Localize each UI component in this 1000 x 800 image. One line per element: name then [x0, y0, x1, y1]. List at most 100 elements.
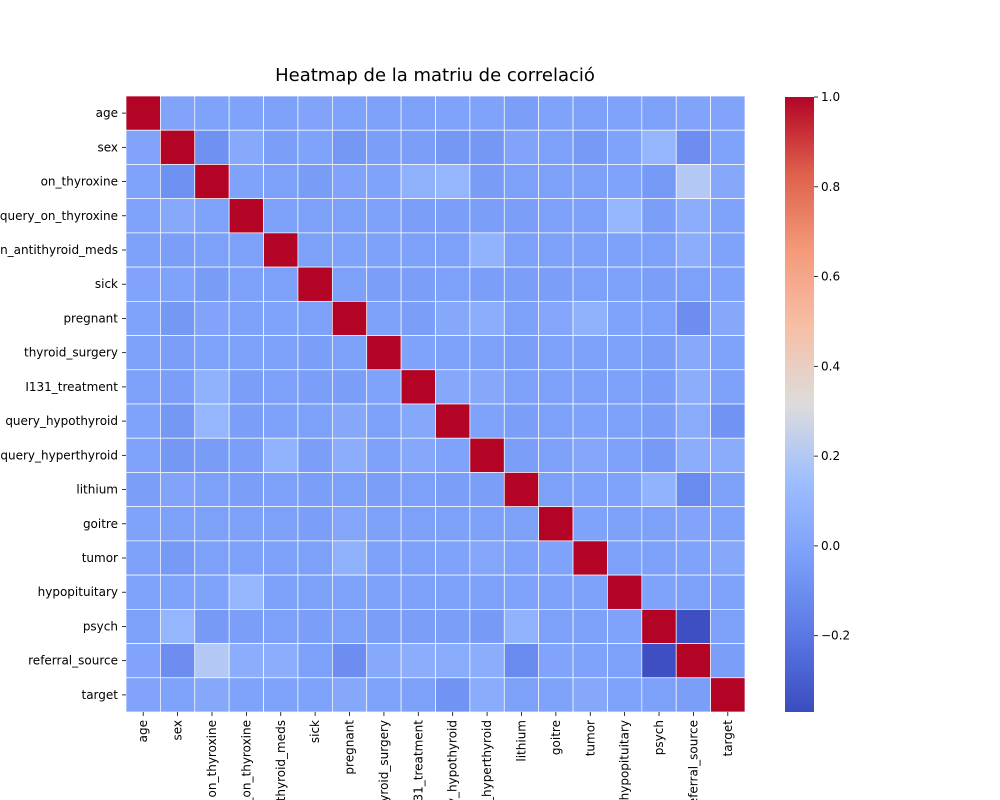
- heatmap-cell: [469, 266, 505, 302]
- heatmap-cell: [331, 677, 368, 713]
- heatmap-cell: [675, 129, 711, 165]
- heatmap-cell: [400, 472, 436, 508]
- heatmap-cell: [469, 403, 505, 439]
- heatmap-cell: [263, 266, 299, 302]
- heatmap-cell: [263, 643, 299, 679]
- colorbar-tick-label: 0.4: [821, 359, 840, 373]
- heatmap-cell: [160, 506, 196, 542]
- heatmap-cell: [400, 266, 436, 302]
- heatmap-cell: [469, 472, 505, 508]
- heatmap-cell: [366, 266, 402, 302]
- heatmap-cell: [263, 129, 299, 165]
- heatmap-cell: [641, 506, 677, 542]
- heatmap-cell: [297, 437, 333, 473]
- heatmap-cell: [435, 369, 471, 405]
- heatmap-cell: [160, 300, 196, 336]
- heatmap-cell: [331, 608, 368, 644]
- heatmap-cell: [572, 232, 608, 268]
- heatmap-cell: [435, 677, 471, 713]
- heatmap-cell: [538, 506, 574, 542]
- heatmap-cell: [228, 95, 264, 131]
- heatmap-cell: [503, 608, 540, 644]
- heatmap-cell: [435, 232, 471, 268]
- heatmap-cell: [160, 266, 196, 302]
- heatmap-cell: [641, 335, 677, 371]
- heatmap-cell: [675, 643, 711, 679]
- heatmap-cell: [263, 369, 299, 405]
- heatmap-cell: [194, 266, 230, 302]
- heatmap-cell: [538, 403, 574, 439]
- heatmap-cell: [607, 472, 643, 508]
- heatmap-cell: [607, 540, 643, 576]
- heatmap-cell: [710, 403, 746, 439]
- heatmap-cell: [572, 643, 608, 679]
- heatmap-cell: [503, 369, 540, 405]
- heatmap-cell: [607, 574, 643, 610]
- heatmap-cell: [675, 300, 711, 336]
- heatmap-cell: [263, 506, 299, 542]
- heatmap-cell: [538, 198, 574, 234]
- heatmap-cell: [675, 506, 711, 542]
- heatmap-cell: [469, 437, 505, 473]
- heatmap-cell: [160, 95, 196, 131]
- heatmap-cell: [263, 403, 299, 439]
- heatmap-cell: [572, 266, 608, 302]
- heatmap-cell: [641, 403, 677, 439]
- heatmap-cell: [194, 472, 230, 508]
- heatmap-cell: [607, 232, 643, 268]
- heatmap-cell: [331, 643, 368, 679]
- heatmap-cell: [297, 164, 333, 200]
- heatmap-cell: [503, 300, 540, 336]
- heatmap-cell: [297, 95, 333, 131]
- heatmap-cell: [400, 540, 436, 576]
- heatmap-cell: [160, 129, 196, 165]
- x-tick-label: sex: [171, 720, 185, 741]
- y-tick-label: age: [96, 106, 118, 120]
- heatmap-cell: [297, 608, 333, 644]
- heatmap-cell: [400, 232, 436, 268]
- heatmap-cell: [297, 266, 333, 302]
- heatmap-cell: [160, 369, 196, 405]
- y-tick-label: hypopituitary: [38, 585, 118, 599]
- heatmap-cell: [503, 129, 540, 165]
- heatmap-cell: [228, 677, 264, 713]
- heatmap-cell: [641, 129, 677, 165]
- heatmap-cell: [641, 608, 677, 644]
- heatmap-cell: [675, 95, 711, 131]
- heatmap-cell: [297, 540, 333, 576]
- heatmap-cell: [194, 369, 230, 405]
- heatmap-cell: [400, 129, 436, 165]
- heatmap-cell: [297, 335, 333, 371]
- heatmap-cell: [641, 266, 677, 302]
- heatmap-cell: [538, 95, 574, 131]
- heatmap-cell: [366, 164, 402, 200]
- heatmap-cell: [435, 403, 471, 439]
- heatmap-cell: [297, 677, 333, 713]
- heatmap-cell: [538, 472, 574, 508]
- heatmap-cell: [194, 540, 230, 576]
- heatmap-cell: [194, 643, 230, 679]
- heatmap-cell: [263, 472, 299, 508]
- heatmap-cell: [675, 677, 711, 713]
- heatmap-cell: [331, 266, 368, 302]
- heatmap-cell: [160, 677, 196, 713]
- heatmap-cell: [194, 608, 230, 644]
- heatmap-cell: [228, 608, 264, 644]
- heatmap-cell: [435, 95, 471, 131]
- heatmap-cell: [710, 232, 746, 268]
- heatmap-cell: [641, 164, 677, 200]
- heatmap-cell: [503, 437, 540, 473]
- heatmap-cell: [607, 198, 643, 234]
- heatmap-cell: [469, 300, 505, 336]
- heatmap-cell: [366, 198, 402, 234]
- heatmap-cell: [160, 164, 196, 200]
- heatmap-cell: [538, 369, 574, 405]
- heatmap-cell: [641, 95, 677, 131]
- heatmap-cell: [194, 129, 230, 165]
- heatmap-cell: [125, 335, 161, 371]
- heatmap-cell: [160, 608, 196, 644]
- heatmap-cell: [435, 574, 471, 610]
- colorbar-tick-label: −0.2: [821, 629, 850, 643]
- heatmap-cell: [331, 437, 368, 473]
- heatmap-cell: [331, 472, 368, 508]
